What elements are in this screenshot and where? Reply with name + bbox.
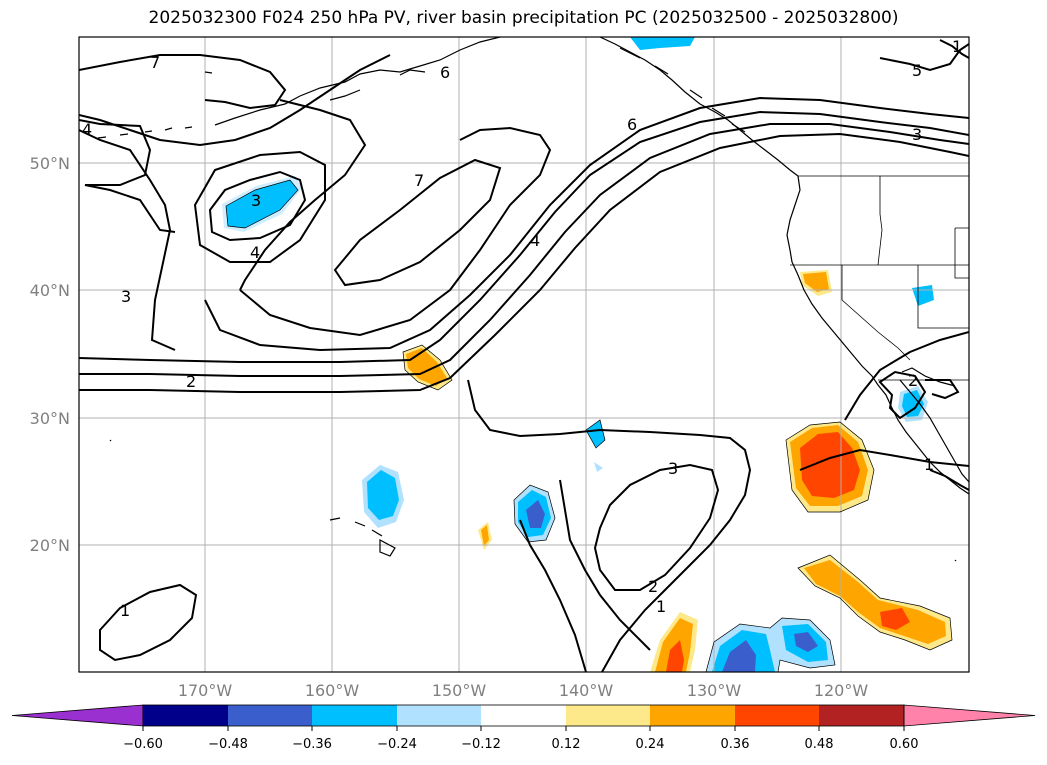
pv-contour-jet-3 [79,110,969,363]
colorbar-bin [650,705,735,726]
pv-label: 4 [250,243,260,262]
pv-label: 6 [440,63,450,82]
lat-label: 40°N [30,281,70,300]
colorbar: −0.60 −0.48 −0.36 −0.24 −0.12 0.12 0.24 … [11,704,1036,752]
pv-contour-jet-4 [204,96,969,352]
pv-contour-subtropical-2 [467,379,752,672]
colorbar-tick-label: 0.24 [636,737,665,752]
pv-label: 2 [186,372,196,391]
pv-label: 3 [121,287,131,306]
precip-anomaly-fields [222,37,952,672]
alaska-panhandle-coast [599,37,799,177]
us-west-coast [786,175,969,495]
pv-contour-baja-2 [878,370,927,420]
pv-contour-subtropical-3 [593,463,720,591]
colorbar-over-triangle [903,704,1036,727]
lat-label: 30°N [30,409,70,428]
pv-label: 7 [414,171,424,190]
longitude-labels: 170°W 160°W 150°W 140°W 130°W 120°W [178,681,869,700]
pv-contours [79,39,969,672]
map-title: 2025032300 F024 250 hPa PV, river basin … [148,8,899,28]
colorbar-bin [397,705,481,726]
pv-contour-4-nw-low [193,150,326,263]
pv-contour-east-2 [799,448,969,471]
colorbar-tick-label: 0.48 [805,737,834,752]
colorbar-tick-label: 0.60 [890,737,919,752]
pv-label: 3 [668,459,678,478]
pv-label: 7 [150,53,160,72]
colorbar-tick-label: 0.12 [552,737,581,752]
lon-label: 160°W [305,681,360,700]
lon-label: 140°W [559,681,614,700]
graticule [79,37,969,672]
pv-contour-7-north [79,54,287,110]
pv-label: 1 [656,597,666,616]
pv-contour-4-west [79,129,176,351]
pv-contour-jet-5 [239,126,552,337]
lon-label: 170°W [178,681,233,700]
lon-label: 150°W [432,681,487,700]
pv-contour-5-central-arc [239,99,367,291]
pv-label: 3 [912,125,922,144]
pv-label: 2 [648,577,658,596]
colorbar-frame [142,704,905,727]
pv-contour-1-sw [99,583,198,662]
pv-label: 6 [627,115,637,134]
colorbar-bin [312,705,397,726]
colorbar-tick-label: −0.48 [208,737,248,752]
colorbar-bin [228,705,312,726]
aleutian-islands [97,71,213,139]
precip-negative-alaska [630,37,695,50]
pv-contour-labels: 7 6 5 4 3 7 3 4 3 4 6 2 2 3 2 1 1 1 1 [82,37,962,620]
colorbar-under-triangle [11,704,144,727]
pv-contour-7-central [333,158,502,287]
colorbar-bin [481,705,566,726]
pv-label: 1 [924,455,934,474]
lon-label: 120°W [814,681,869,700]
pv-contour-jet-2 [79,123,969,377]
pv-label: 4 [530,231,540,250]
latitude-labels: 50°N 40°N 30°N 20°N [30,154,70,555]
pv-label: 5 [912,61,922,80]
colorbar-tick-label: −0.36 [292,737,332,752]
coastlines [97,37,969,562]
colorbar-tick-label: 0.36 [721,737,750,752]
colorbar-bin [143,705,228,726]
lon-label: 130°W [687,681,742,700]
baja-gulf-coast [899,379,969,483]
pv-label: 1 [952,37,962,56]
pv-contour-3-nw-low [208,170,307,242]
colorbar-bin [735,705,819,726]
pv-contour-west-arc [79,119,176,233]
colorbar-bin [819,705,904,726]
colorbar-ticks [142,726,905,731]
lat-label: 50°N [30,154,70,173]
pv-label: 4 [82,120,92,139]
pv-label: 2 [908,371,918,390]
alaska-peninsula-coast [214,37,501,126]
pv-label: 1 [120,601,130,620]
pv-label: 3 [251,191,261,210]
colorbar-tick-label: −0.24 [377,737,417,752]
anomaly-outlines [225,179,953,672]
map-frame [78,36,970,673]
pv-contour-6-north [79,54,391,147]
political-borders [790,175,969,381]
hawaii-islands [329,517,396,557]
lat-label: 20°N [30,536,70,555]
colorbar-bin [566,705,650,726]
colorbar-tick-label: −0.60 [123,737,163,752]
pv-contour-subtropical-1 [519,519,587,672]
pv-contour-top-right-5 [879,43,969,72]
pv-contour-jet-1 [79,132,969,393]
colorbar-tick-label: −0.12 [461,737,501,752]
